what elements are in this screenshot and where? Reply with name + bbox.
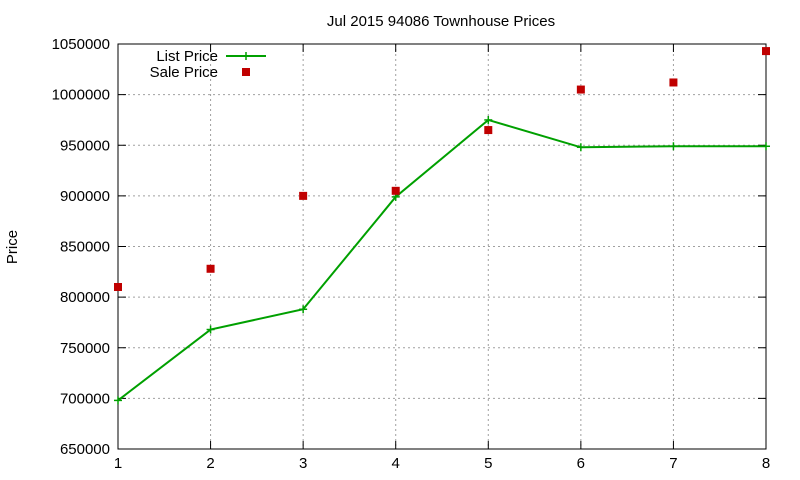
y-tick-label: 650000	[60, 441, 110, 458]
x-tick-label: 2	[206, 455, 214, 472]
grid-layer	[118, 44, 766, 449]
list-price-point	[299, 305, 308, 314]
y-tick-label: 800000	[60, 289, 110, 306]
y-tick-label: 700000	[60, 390, 110, 407]
y-tick-label: 750000	[60, 340, 110, 357]
sale-price-point	[576, 85, 585, 94]
x-tick-label: 1	[114, 455, 122, 472]
list-price-point	[484, 115, 493, 124]
sale-price-legend-swatch	[242, 68, 250, 76]
sale-price-point	[391, 186, 400, 195]
y-axis-label: Price	[4, 230, 21, 264]
y-tick-label: 950000	[60, 137, 110, 154]
x-tick-label: 8	[762, 455, 770, 472]
ticks-layer: 650000 700000 750000 800000 850000 900000 9500…	[52, 36, 771, 472]
list-price-point	[114, 396, 122, 405]
sale-price-point	[762, 47, 770, 56]
x-tick-label: 7	[669, 455, 677, 472]
list-price-point	[576, 143, 585, 152]
y-tick-label: 1000000	[52, 87, 110, 104]
sale-price-point	[669, 78, 678, 87]
list-price-legend-label: List Price	[156, 48, 218, 65]
y-tick-label: 1050000	[52, 36, 110, 53]
list-price-point	[762, 142, 770, 151]
x-tick-label: 4	[392, 455, 400, 472]
sale-price-point	[206, 264, 215, 273]
sale-price-point	[299, 191, 308, 200]
x-tick-label: 6	[577, 455, 585, 472]
sale-price-legend-label: Sale Price	[150, 64, 218, 81]
list-price-legend-marker	[242, 52, 250, 60]
y-tick-label: 850000	[60, 239, 110, 256]
series-layer	[114, 47, 770, 405]
x-tick-label: 3	[299, 455, 307, 472]
chart-title: Jul 2015 94086 Townhouse Prices	[327, 13, 555, 30]
sale-price-point	[484, 126, 493, 135]
list-price-point	[206, 325, 215, 334]
x-tick-label: 5	[484, 455, 492, 472]
y-tick-label: 900000	[60, 188, 110, 205]
sale-price-point	[114, 283, 122, 291]
list-price-line	[117, 118, 766, 402]
list-price-point	[669, 142, 678, 151]
